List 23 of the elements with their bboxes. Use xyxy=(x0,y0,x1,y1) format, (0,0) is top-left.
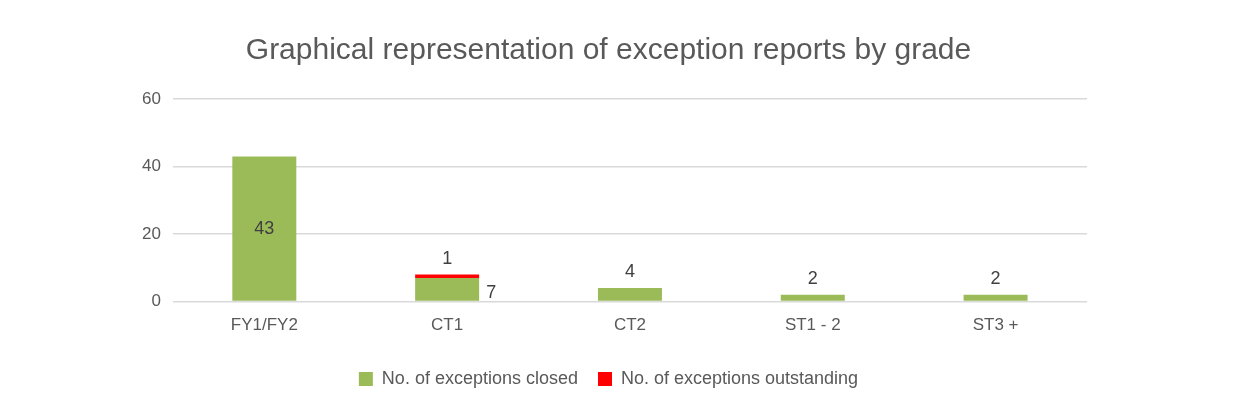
x-tick-label: ST3 + xyxy=(972,315,1019,335)
x-tick-label: CT2 xyxy=(613,315,647,335)
x-tick-label: CT1 xyxy=(431,315,464,335)
data-label: 2 xyxy=(990,267,1001,288)
y-tick-label: 60 xyxy=(141,88,161,108)
bar xyxy=(597,288,662,301)
data-label: 4 xyxy=(624,261,635,282)
data-label: 43 xyxy=(254,217,275,238)
legend-label: No. of exceptions closed xyxy=(381,367,578,388)
y-tick-label: 40 xyxy=(141,156,161,176)
bar xyxy=(963,294,1028,301)
x-tick-label: ST1 - 2 xyxy=(784,315,841,335)
bar xyxy=(780,294,845,301)
chart-title: Graphical representation of exception reports by grade xyxy=(245,32,972,66)
x-tick-label: FY1/FY2 xyxy=(230,315,298,335)
data-label: 2 xyxy=(807,267,818,288)
y-tick-label: 0 xyxy=(151,291,161,311)
y-tick-label: 20 xyxy=(141,223,161,243)
data-label: 7 xyxy=(486,282,497,303)
legend-label: No. of exceptions outstanding xyxy=(620,367,859,388)
bar xyxy=(232,156,297,301)
bar xyxy=(415,277,480,301)
data-label: 1 xyxy=(442,247,453,268)
